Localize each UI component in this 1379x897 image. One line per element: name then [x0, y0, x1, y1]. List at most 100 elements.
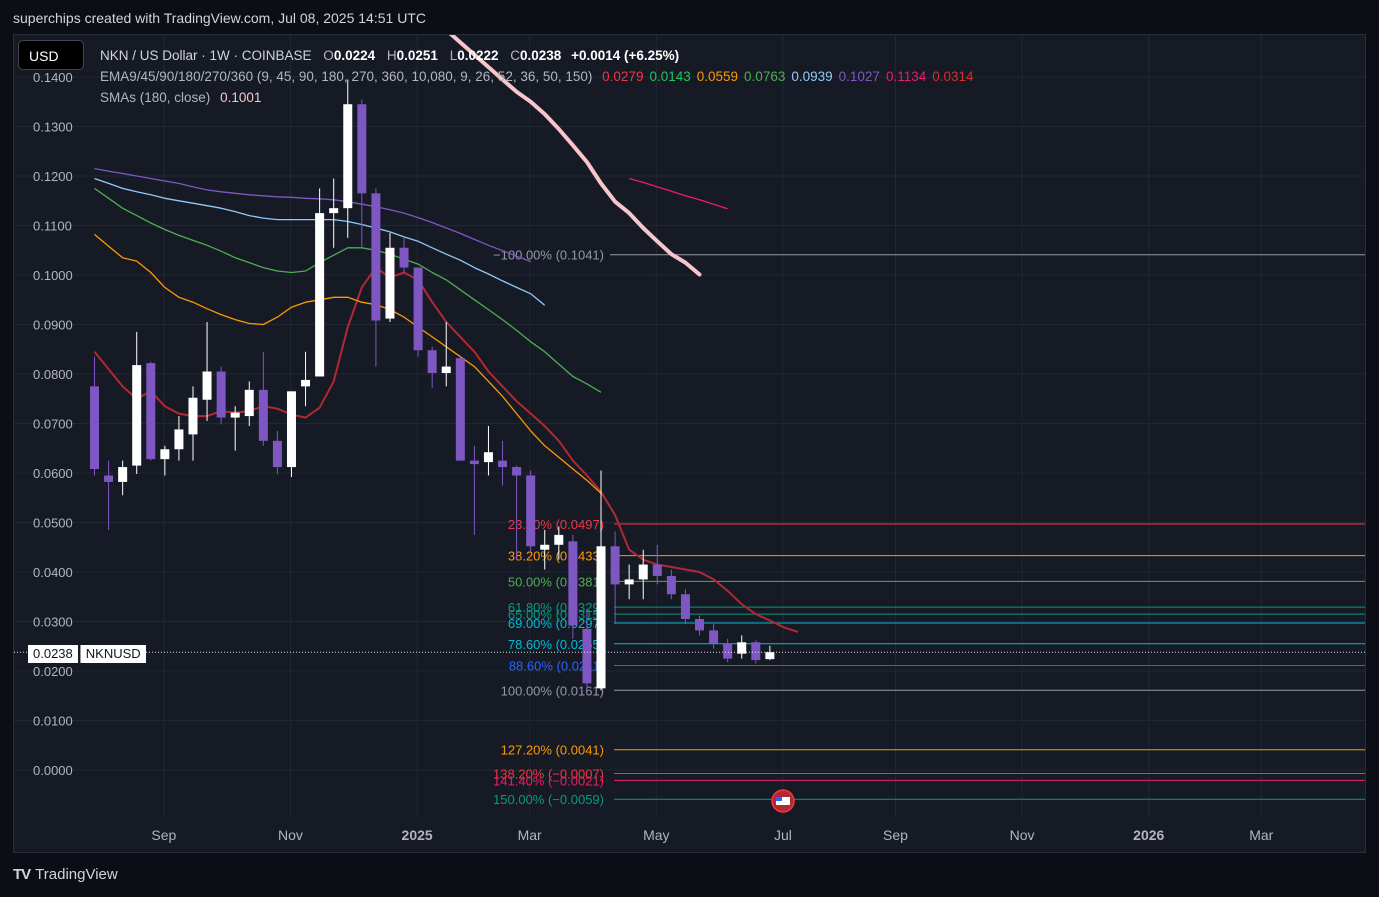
candle-body: [329, 208, 339, 214]
y-tick-label: 0.0100: [33, 714, 73, 729]
candle-body: [315, 213, 325, 377]
candle-body: [540, 544, 550, 550]
ema-legend-values: 0.0279 0.0143 0.0559 0.0763 0.0939 0.1027 0.11…: [596, 69, 973, 84]
ohlc-row[interactable]: NKN / US Dollar · 1W · COINBASE O0.0224 …: [100, 45, 974, 66]
candle-body: [286, 391, 296, 468]
candle-body: [160, 449, 170, 460]
y-tick-label: 0.1400: [33, 70, 73, 85]
open-value: 0.0224: [333, 48, 376, 63]
candle-body: [441, 366, 451, 374]
ema-lines: [93, 167, 799, 633]
fib-level-label: 65.00% (0.0315): [508, 607, 604, 622]
candle-body: [610, 546, 620, 585]
candle-body: [427, 350, 437, 374]
candle-body: [104, 475, 114, 482]
ema-legend-value-7: 0.0314: [932, 69, 974, 84]
chart-panel[interactable]: [13, 34, 1366, 853]
sma-legend-row[interactable]: SMAs (180, close) 0.1001: [100, 87, 974, 108]
candle-body: [174, 429, 184, 450]
candle-body: [666, 575, 676, 595]
low-key: L: [449, 48, 458, 63]
candle-body: [244, 389, 254, 417]
x-tick-label: Mar: [518, 827, 542, 843]
fib-level-label: 141.40% (−0.0021): [493, 773, 604, 788]
candle-body: [709, 630, 719, 644]
candle-body: [230, 412, 240, 418]
candle-body: [399, 247, 409, 268]
footer-brand-name: TradingView: [35, 866, 118, 883]
x-tick-label: Jul: [774, 827, 792, 843]
ema-legend-value-2: 0.0559: [696, 69, 739, 84]
ema-legend-value-4: 0.0939: [791, 69, 833, 84]
candle-body: [723, 643, 733, 659]
y-tick-label: 0.0300: [33, 615, 73, 630]
fib-level-label: −100.00% (0.1041): [493, 248, 604, 263]
y-tick-label: 0.0900: [33, 318, 73, 333]
ema-legend-value-6: 0.1134: [885, 69, 927, 84]
x-tick-label: Nov: [1010, 827, 1035, 843]
candle-body: [483, 452, 493, 463]
candle-body: [652, 564, 662, 576]
candles: [90, 79, 775, 694]
sma-legend-value: 0.1001: [220, 90, 262, 105]
close-key: C: [510, 48, 521, 63]
fib-level-label: 100.00% (0.0161): [501, 683, 604, 698]
candle-body: [413, 267, 423, 351]
currency-button[interactable]: USD: [18, 40, 84, 70]
candle-body: [385, 247, 395, 319]
candle-body: [455, 358, 465, 461]
symbol-label: NKN / US Dollar · 1W · COINBASE: [100, 48, 312, 63]
last-price-symbol: NKNUSD: [79, 645, 146, 663]
candle-body: [638, 564, 648, 580]
y-tick-label: 0.0500: [33, 516, 73, 531]
y-tick-label: 0.0600: [33, 466, 73, 481]
fib-level-label: 88.60% (0.0211): [509, 659, 604, 674]
candle-body: [118, 467, 128, 482]
y-tick-label: 0.1300: [33, 120, 73, 135]
candle-body: [512, 467, 522, 476]
high-key: H: [386, 48, 397, 63]
candle-body: [146, 363, 156, 460]
footer-brand[interactable]: TV TradingView: [13, 866, 118, 883]
fib-level-label: 50.00% (0.0381): [508, 574, 604, 589]
chart-header: superchips created with TradingView.com,…: [13, 10, 426, 26]
ema-legend-row[interactable]: EMA9/45/90/180/270/360 (9, 45, 90, 180, …: [100, 66, 974, 87]
candle-body: [188, 397, 198, 435]
ema-9-line: [93, 266, 799, 633]
candle-body: [751, 642, 761, 661]
fib-level-label: 23.60% (0.0497): [508, 517, 604, 532]
candle-body: [596, 546, 606, 689]
candle-body: [216, 371, 226, 418]
change-value: +0.0014 (+6.25%): [571, 48, 680, 63]
y-tick-label: 0.0000: [33, 763, 73, 778]
ema-legend-value-3: 0.0763: [744, 69, 786, 84]
ema-legend-value-0: 0.0279: [602, 69, 644, 84]
candle-body: [582, 628, 592, 684]
tradingview-logo-icon: TV: [13, 866, 31, 883]
event-marker[interactable]: [771, 789, 795, 813]
candle-body: [554, 534, 564, 545]
candle-body: [469, 460, 479, 465]
x-tick-label: Nov: [278, 827, 303, 843]
fib-level-label: 150.00% (−0.0059): [493, 792, 604, 807]
y-axis: 0.0000 0.0100 0.0200 0.0300 0.0400 0.0500 0.06…: [33, 70, 73, 778]
open-key: O: [323, 48, 334, 63]
candle-body: [695, 619, 705, 631]
x-tick-label: Sep: [883, 827, 908, 843]
candle-body: [272, 440, 282, 468]
candle-body: [737, 642, 747, 654]
candle-body: [680, 594, 690, 620]
x-tick-label: Mar: [1249, 827, 1273, 843]
candle-body: [765, 652, 775, 660]
us-flag-stripes: [776, 797, 790, 805]
x-tick-label: May: [643, 827, 669, 843]
y-tick-label: 0.0800: [33, 367, 73, 382]
fib-level-label: 78.60% (0.0255): [508, 637, 604, 652]
last-price-value: 0.0238: [28, 645, 78, 663]
candle-body: [498, 460, 508, 468]
ema-orange-line: [94, 233, 602, 494]
candle-body: [258, 389, 268, 441]
y-tick-label: 0.0200: [33, 664, 73, 679]
grid-lines: [14, 35, 1365, 817]
